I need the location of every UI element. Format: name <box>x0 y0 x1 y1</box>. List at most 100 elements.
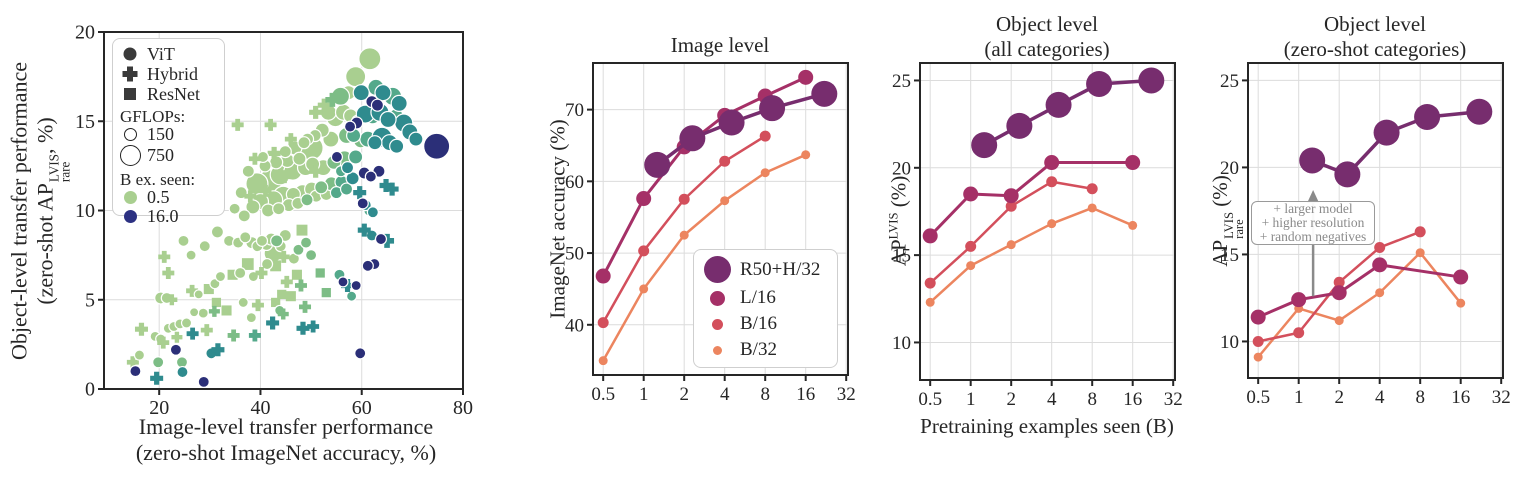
plot-border <box>592 62 849 376</box>
y-tick-label: 5 <box>85 289 95 311</box>
series-marker-B/16 <box>1414 226 1426 238</box>
x-tick-label: 2 <box>1334 387 1344 408</box>
x-tick-label: 2 <box>1006 389 1016 410</box>
scatter-point <box>197 307 209 319</box>
legend-label-b32: B/32 <box>740 339 777 360</box>
plot-border <box>919 62 1176 381</box>
scatter-point <box>197 375 210 388</box>
resnet-square-marker-icon <box>124 88 136 100</box>
x-tick-label: 20 <box>149 397 169 419</box>
b32-dot-icon <box>712 345 722 355</box>
scatter-point <box>200 324 213 337</box>
scatter-point <box>221 305 232 316</box>
x-tick-label: 16 <box>1451 387 1470 408</box>
scatter-point <box>380 233 395 248</box>
series-marker-B/32 <box>720 196 730 206</box>
legend-label-vit: ViT <box>147 43 175 64</box>
y-tick-label: 70 <box>565 100 584 121</box>
scatter-point <box>272 202 286 216</box>
scatter-point <box>245 199 261 215</box>
x-tick-label: 16 <box>796 384 815 405</box>
scatter-point <box>321 287 331 298</box>
series-marker-L/16 <box>1044 155 1060 171</box>
scatter-point <box>340 161 355 175</box>
x-tick-label: 8 <box>1087 389 1097 410</box>
series-marker-B/32 <box>760 168 770 178</box>
series-marker-R50+H/32 <box>1045 91 1072 118</box>
series-marker-B/32 <box>1047 219 1057 229</box>
object-all-title-line1: Object level <box>995 12 1099 36</box>
x-tick-label: 4 <box>1047 389 1057 410</box>
scatter-point <box>291 269 302 280</box>
scatter-point <box>271 297 281 308</box>
hybrid-plus-marker-icon <box>122 66 138 82</box>
y-tick-label: 10 <box>1220 332 1239 353</box>
scatter-point <box>150 371 164 385</box>
scatter-point <box>134 322 148 336</box>
legend-item-b16: B/16 <box>694 313 837 335</box>
legend-label-gflops-150: 150 <box>147 123 174 144</box>
y-tick-label: 20 <box>892 158 911 179</box>
scatter-point <box>299 236 313 249</box>
series-marker-R50+H/32 <box>1373 119 1400 146</box>
scatter-point <box>307 320 320 333</box>
series-marker-B/16 <box>678 193 690 205</box>
y-tick-label: 15 <box>892 246 911 267</box>
object-all-title-line2: (all categories) <box>984 36 1110 61</box>
series-marker-B/16 <box>1374 241 1386 253</box>
scatter-point <box>367 135 383 151</box>
scatter-point <box>346 290 358 302</box>
series-marker-B/16 <box>719 155 731 167</box>
series-marker-R50+H/32 <box>718 109 745 136</box>
image-level-y-axis-label: ImageNet accuracy (%) <box>545 119 570 319</box>
series-marker-L/16 <box>1331 285 1347 301</box>
scatter-y-axis-label: Object-level transfer performance (zero-… <box>7 62 73 360</box>
scatter-point <box>270 260 282 272</box>
y-tick-label: 15 <box>75 111 95 133</box>
scatter-point <box>162 266 175 279</box>
x-tick-label: 0.5 <box>918 389 942 410</box>
series-marker-R50+H/32 <box>971 132 998 159</box>
series-marker-B/16 <box>1252 335 1264 347</box>
legend-item-gflops-150: 150 <box>113 123 224 144</box>
x-tick-label: 1 <box>639 384 649 405</box>
scatter-point <box>255 266 268 279</box>
scatter-point <box>198 240 211 253</box>
series-marker-L/16 <box>1125 155 1141 171</box>
y-tick-label: 20 <box>1220 158 1239 179</box>
legend-label-bex-16: 16.0 <box>147 206 179 226</box>
series-marker-B/16 <box>638 245 650 257</box>
scatter-point <box>337 276 349 288</box>
scatter-point <box>374 232 388 246</box>
scatter-point <box>180 317 193 329</box>
scatter-point <box>270 234 284 248</box>
scatter-point <box>390 94 408 113</box>
scatter-point <box>237 209 251 223</box>
series-marker-B/16 <box>924 277 936 289</box>
series-marker-B/32 <box>1334 316 1344 326</box>
series-line-L/16 <box>1256 263 1463 319</box>
scatter-point <box>299 300 312 313</box>
series-line-R50+H/32 <box>1310 109 1482 177</box>
legend-label-r50h32: R50+H/32 <box>740 258 821 280</box>
series-marker-B/32 <box>966 261 976 271</box>
x-tick-label: 0.5 <box>591 384 615 405</box>
y-tick-label: 0 <box>85 379 95 401</box>
legend-label-resnet: ResNet <box>147 83 200 104</box>
scatter-point <box>379 179 393 193</box>
scatter-point <box>358 47 382 71</box>
series-marker-L/16 <box>1291 292 1307 308</box>
object-all-y-axis-label: APLVIS (%) <box>886 175 911 267</box>
series-marker-B/16 <box>965 240 977 252</box>
scatter-point <box>211 343 225 357</box>
object-zeroshot-title: Object level (zero-shot categories) <box>1284 12 1467 62</box>
scatter-point <box>203 284 214 295</box>
series-marker-R50+H/32 <box>1299 147 1326 174</box>
y-tick-label: 10 <box>892 333 911 354</box>
series-marker-B/16 <box>597 317 609 329</box>
series-marker-L/16 <box>636 191 652 207</box>
bex-05-dot-icon <box>123 191 137 204</box>
legend-item-bex-05: 0.5 <box>113 187 224 207</box>
